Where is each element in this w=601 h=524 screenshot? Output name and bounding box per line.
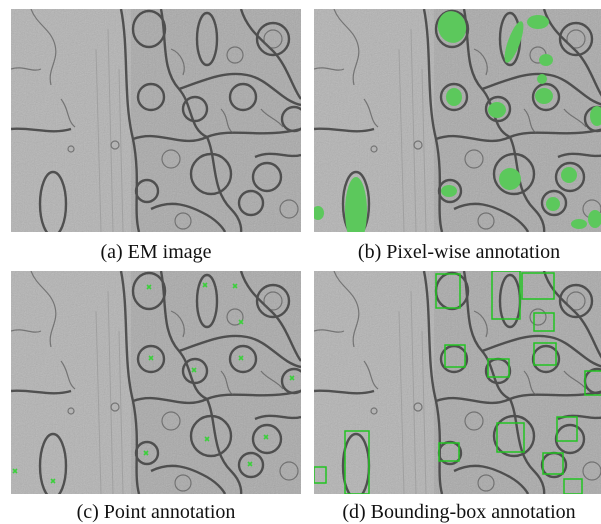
mitochondria-masks	[314, 11, 601, 232]
panel-point	[11, 271, 301, 494]
caption-c: (c) Point annotation	[76, 501, 236, 523]
panel-pixel-wise	[314, 9, 601, 232]
caption-d: (d) Bounding-box annotation	[342, 501, 576, 523]
em-image	[11, 9, 301, 232]
caption-b: (b) Pixel-wise annotation	[357, 241, 561, 263]
em-image-pixel-annotated	[314, 9, 601, 232]
caption-a: (a) EM image	[100, 241, 212, 263]
panel-em-image	[11, 9, 301, 232]
em-image-point-annotated	[11, 271, 301, 494]
bounding-boxes	[314, 271, 601, 494]
panel-bounding-box	[314, 271, 601, 494]
em-image-bbox-annotated	[314, 271, 601, 494]
point-markers	[12, 282, 295, 484]
